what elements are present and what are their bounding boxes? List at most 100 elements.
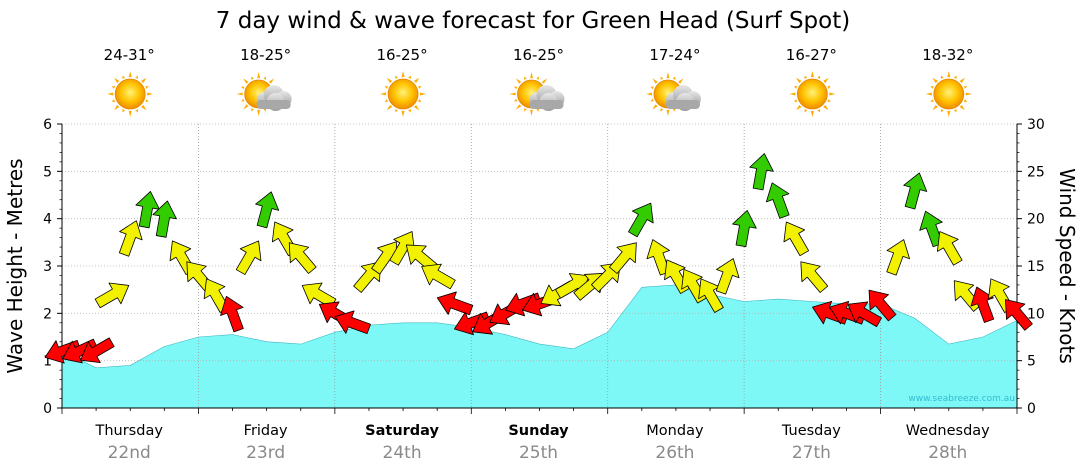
wind-arrow <box>255 191 280 229</box>
cloud <box>665 85 701 111</box>
sun-ray <box>678 78 684 84</box>
wind-arrow-shape <box>903 172 928 210</box>
sun-ray <box>122 109 126 113</box>
date-label: 22nd <box>108 443 151 463</box>
sun-ray <box>268 78 275 84</box>
sun-ray <box>530 72 533 79</box>
left-tick-label: 0 <box>43 401 52 417</box>
wind-arrow-shape <box>334 310 371 335</box>
day-label: Thursday <box>94 423 163 439</box>
sun-ray <box>959 104 965 111</box>
sun-ray <box>793 86 798 89</box>
day-label: Wednesday <box>906 423 990 439</box>
sun-ray <box>827 86 831 89</box>
cloud-base <box>529 100 564 109</box>
left-tick-label: 1 <box>43 354 52 370</box>
wind-arrow-shape <box>1005 299 1033 331</box>
sun-ray <box>418 99 422 102</box>
temperature-label: 24-31° <box>104 46 155 64</box>
sun-ray <box>817 109 821 113</box>
left-tick-label: 6 <box>43 117 52 133</box>
wind-arrow-shape <box>749 153 774 191</box>
wind-arrow <box>80 337 115 363</box>
wind-arrow-shape <box>868 289 897 322</box>
sun-ray <box>660 108 664 112</box>
sun-ray <box>414 77 420 84</box>
cloud <box>529 85 565 111</box>
sun-ray <box>145 86 149 89</box>
sun-ray <box>515 78 522 84</box>
sun-ray <box>959 77 965 84</box>
sun-ray <box>241 98 245 102</box>
sun-ray <box>414 104 420 111</box>
daily-summary: 24-31° 18-25° 16-25° 16-25° 17-24° 16-27° 18-3… <box>104 46 973 117</box>
wind-arrow-shape <box>152 200 177 238</box>
sun-ray <box>114 77 120 84</box>
sun-cloud-icon <box>645 72 701 116</box>
sun-ray <box>418 86 422 89</box>
wave-height-area <box>61 284 1018 409</box>
wind-arrow <box>628 202 654 238</box>
sun-icon <box>925 71 972 117</box>
wind-arrow <box>868 289 897 322</box>
wind-arrow-shape <box>288 242 317 274</box>
day-label: Monday <box>646 423 704 439</box>
sun-rays <box>107 71 154 117</box>
sun-ray <box>384 99 388 102</box>
sun-ray <box>796 104 802 111</box>
sun-ray <box>536 108 539 112</box>
date-label: 26th <box>655 443 694 463</box>
sun-ray <box>236 92 243 96</box>
sun-ray <box>536 76 539 80</box>
sun-ray <box>666 109 670 116</box>
sun-ray <box>263 76 267 80</box>
sun-disc <box>933 78 965 110</box>
wind-arrow <box>903 172 928 210</box>
sun-ray <box>796 77 802 84</box>
sun-ray <box>524 76 527 80</box>
right-tick-label: 30 <box>1027 117 1045 133</box>
wind-arrow <box>220 295 244 333</box>
sun-ray <box>930 86 934 89</box>
temperature-label: 16-25° <box>377 46 428 64</box>
wind-arrow <box>749 153 774 191</box>
sun-icon <box>107 71 154 117</box>
wind-arrow <box>800 261 829 293</box>
right-tick-label: 10 <box>1027 306 1045 322</box>
left-tick-label: 2 <box>43 306 52 322</box>
wind-arrow-shape <box>732 209 757 248</box>
sun-ray <box>947 71 951 78</box>
right-tick-label: 15 <box>1027 259 1045 275</box>
wind-arrow <box>715 258 740 295</box>
wind-arrows <box>44 153 1033 364</box>
sun-rays <box>925 71 972 117</box>
wind-arrow-shape <box>235 240 262 275</box>
wind-arrow <box>288 242 317 274</box>
sun-icon <box>380 71 427 117</box>
date-label: 24th <box>383 443 422 463</box>
sun-ray <box>524 108 527 112</box>
swell-area <box>61 284 1018 409</box>
sun-ray <box>541 78 548 84</box>
sun-ray <box>666 72 670 79</box>
left-tick-label: 4 <box>43 212 52 228</box>
sun-ray <box>243 78 249 84</box>
sun-ray <box>111 99 116 102</box>
sun-ray <box>804 75 808 79</box>
cloud-base <box>665 100 700 109</box>
sun-ray <box>925 92 932 96</box>
sun-cloud-icon <box>236 72 292 116</box>
right-tick-label: 0 <box>1027 401 1036 417</box>
sun-ray <box>251 76 254 80</box>
sun-ray <box>953 75 957 79</box>
sun-ray <box>650 86 654 90</box>
date-label: 28th <box>928 443 967 463</box>
wind-arrow <box>1005 299 1033 331</box>
wind-arrow <box>732 209 757 248</box>
sun-ray <box>513 98 518 102</box>
sun-ray <box>408 109 411 113</box>
wind-arrow-shape <box>970 286 995 323</box>
wind-arrow-shape <box>436 291 474 316</box>
sun-ray <box>257 109 261 116</box>
